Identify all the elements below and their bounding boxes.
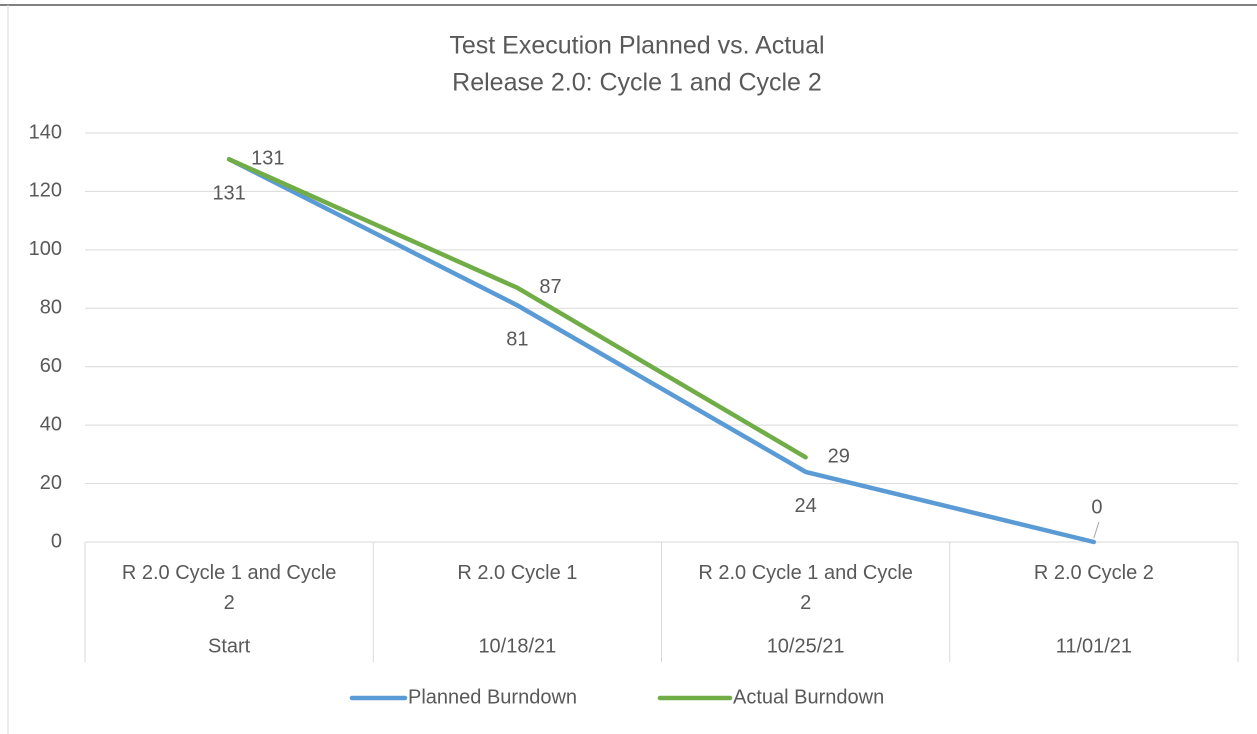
x-group-label: Start	[208, 635, 251, 657]
y-tick-label: 40	[40, 413, 62, 435]
x-group-label: 10/25/21	[767, 635, 845, 657]
x-tick-label: R 2.0 Cycle 2	[1033, 562, 1154, 584]
y-tick-label: 0	[51, 530, 62, 552]
series-line	[226, 157, 1097, 545]
x-tick-label: R 2.0 Cycle 1 and Cycle 2	[121, 562, 337, 614]
x-tick-label: R 2.0 Cycle 1 and Cycle 2	[698, 562, 913, 614]
chart-subtitle: Release 2.0: Cycle 1 and Cycle 2	[452, 69, 822, 97]
y-tick-label: 100	[29, 238, 62, 260]
y-tick-label: 60	[40, 355, 62, 377]
x-tick-label: R 2.0 Cycle 1	[457, 562, 578, 584]
data-label: 29	[828, 446, 850, 468]
data-label: 131	[212, 183, 245, 205]
legend-label: Actual Burndown	[733, 686, 884, 708]
y-tick-label: 20	[40, 472, 62, 494]
y-tick-label: 120	[29, 180, 62, 202]
y-tick-label: 80	[40, 297, 62, 319]
x-group-label: 10/18/21	[478, 635, 556, 657]
data-label: 87	[539, 276, 561, 298]
data-label: 0	[1091, 496, 1102, 518]
x-group-label: 11/01/21	[1056, 635, 1132, 657]
series-line	[226, 157, 808, 460]
data-label: 131	[251, 148, 284, 170]
chart-title: Test Execution Planned vs. Actual	[449, 32, 824, 60]
y-tick-label: 140	[29, 121, 62, 143]
data-label: 24	[795, 495, 817, 517]
leader-line	[1093, 521, 1100, 539]
data-label: 81	[506, 329, 528, 351]
legend-label: Planned Burndown	[408, 686, 577, 708]
